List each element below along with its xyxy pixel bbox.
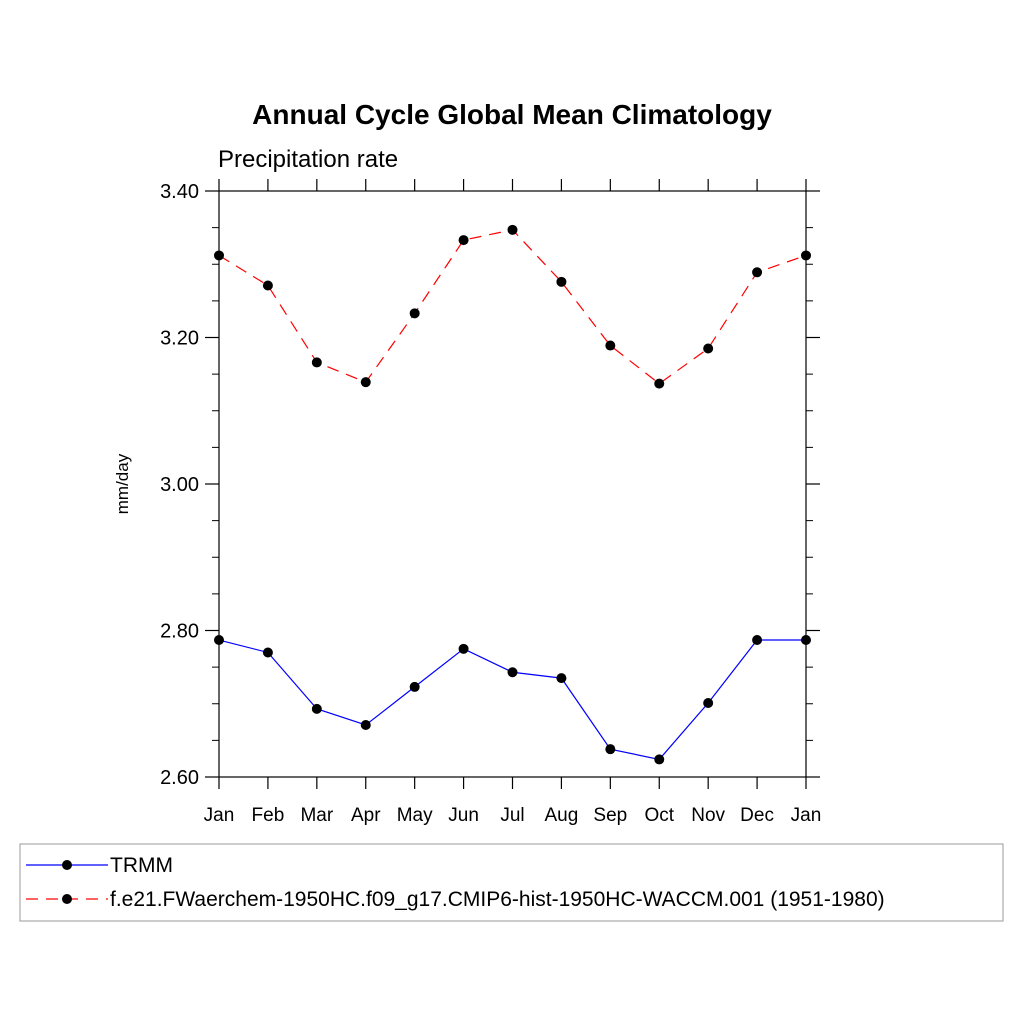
series-line (218, 639, 806, 761)
x-tick-label: Sep (593, 805, 627, 826)
x-tick-label: Mar (300, 805, 333, 826)
data-point (311, 357, 322, 368)
y-tick-label: 2.80 (160, 621, 199, 643)
x-tick-label: Dec (740, 805, 774, 826)
data-point (752, 267, 763, 278)
y-tick-label: 2.60 (160, 767, 199, 789)
data-point (801, 635, 811, 646)
data-point (801, 250, 811, 261)
data-point (703, 698, 714, 709)
series-1 (214, 635, 811, 765)
plot-area: 2.60 2.80 3.00 3.20 3.40 Jan Feb Mar Apr May Jun Ju… (113, 179, 821, 826)
y-tick-label: 3.00 (160, 474, 199, 496)
data-point (654, 754, 665, 765)
data-point (703, 343, 714, 354)
data-point (605, 340, 616, 351)
data-point (556, 673, 567, 684)
data-point (360, 719, 371, 730)
x-tick-label: Feb (252, 805, 285, 826)
data-point (556, 276, 567, 287)
x-tick-label: Oct (644, 805, 674, 826)
y-tick-label: 3.40 (160, 181, 199, 203)
data-point (507, 667, 518, 678)
data-point (752, 635, 763, 646)
legend-label-1: TRMM (110, 854, 173, 877)
data-point (507, 224, 518, 235)
series-line (218, 229, 807, 385)
x-tick-label: Aug (545, 805, 579, 826)
data-point (214, 250, 224, 261)
legend: TRMM f.e21.FWaerchem-1950HC.f09_g17.CMIP6… (19, 843, 1004, 922)
data-point (311, 703, 322, 714)
legend-marker-2 (62, 894, 72, 904)
data-point (605, 744, 616, 755)
data-point (654, 378, 665, 389)
x-tick-label: Nov (691, 805, 725, 826)
x-tick-label: Jan (204, 805, 235, 826)
chart-subtitle: Precipitation rate (218, 146, 398, 173)
y-axis-label: mm/day (113, 453, 132, 514)
data-point (409, 308, 420, 319)
data-point (409, 681, 420, 692)
data-point (262, 647, 273, 658)
data-point (262, 280, 273, 291)
x-tick-label: Jul (500, 805, 524, 826)
series-layer (214, 224, 811, 765)
x-tick-label: Apr (351, 805, 381, 826)
x-tick-label: Jan (791, 805, 822, 826)
y-tick-label: 3.20 (160, 328, 199, 350)
chart-title: Annual Cycle Global Mean Climatology (252, 99, 772, 130)
series-2 (214, 224, 811, 389)
legend-marker-1 (62, 860, 72, 870)
x-tick-label: Jun (448, 805, 479, 826)
legend-box (19, 843, 1004, 922)
data-point (458, 643, 469, 654)
data-point (458, 235, 469, 246)
data-point (360, 377, 371, 388)
plot-frame (218, 190, 807, 778)
data-point (214, 635, 224, 646)
legend-label-2: f.e21.FWaerchem-1950HC.f09_g17.CMIP6-his… (110, 888, 885, 911)
x-tick-label: May (397, 805, 433, 826)
